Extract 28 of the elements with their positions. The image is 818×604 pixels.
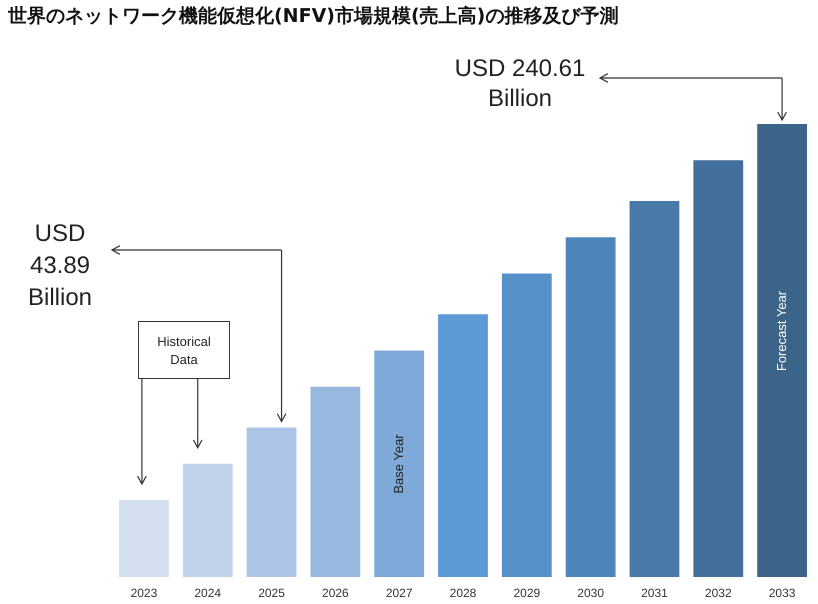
x-tick-label: 2030 [577, 586, 604, 600]
bar [119, 500, 169, 577]
bar [310, 386, 360, 577]
x-tick-label: 2029 [513, 586, 540, 600]
x-tick-label: 2031 [641, 586, 668, 600]
annotation: Forecast Year [773, 289, 790, 373]
bar [246, 428, 296, 577]
x-tick-label: 2028 [450, 586, 477, 600]
bar [693, 160, 744, 577]
x-tick-label: 2026 [322, 586, 350, 600]
x-tick-label: 2023 [130, 586, 158, 600]
text: USD 240.61 Billion [454, 54, 586, 114]
text: USD 43.89 Billion [26, 219, 94, 313]
bar [757, 124, 807, 577]
bar [502, 273, 552, 577]
annotation: Base Year [390, 433, 408, 496]
bar [566, 237, 616, 577]
bar [374, 350, 424, 577]
x-tick-label: 2027 [386, 586, 413, 600]
bar [630, 201, 680, 577]
chart-title: 世界のネットワーク機能仮想化(NFV)市場規模(売上高)の推移及び予測 [8, 4, 620, 28]
bar [182, 464, 233, 577]
x-tick-label: 2032 [704, 586, 732, 600]
x-tick-label: 2033 [768, 586, 796, 600]
x-tick-label: 2024 [194, 586, 222, 600]
bar [438, 314, 488, 577]
note-box: Historical Data [138, 321, 230, 379]
x-tick-label: 2025 [258, 586, 286, 600]
